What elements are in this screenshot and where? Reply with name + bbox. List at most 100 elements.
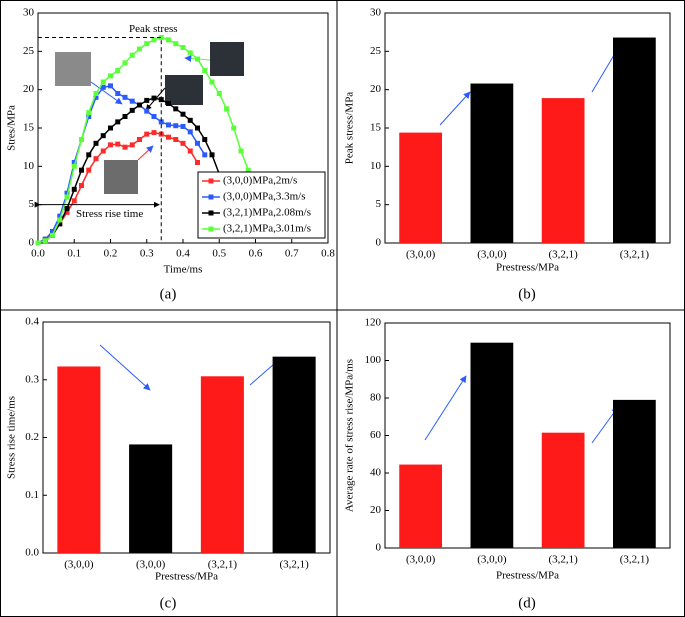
x-tick-label: 0.7 xyxy=(285,248,299,260)
marker xyxy=(166,37,171,43)
marker xyxy=(79,137,84,142)
y-tick-label: 10 xyxy=(23,160,35,172)
x-axis-label: Prestress/MPa xyxy=(496,570,559,582)
y-axis-label: Average rate of stress rise/MPa/ms xyxy=(344,359,356,512)
bar xyxy=(541,432,585,548)
marker xyxy=(137,46,142,52)
x-tick-label: (3,0,0) xyxy=(64,559,94,571)
marker xyxy=(57,221,63,227)
legend-label: (3,2,1)MPa,3.01m/s xyxy=(223,223,311,235)
trend-arrow xyxy=(439,91,471,126)
legend-marker xyxy=(208,178,214,184)
x-tick-label: 0.4 xyxy=(176,248,190,260)
y-tick-label: 20 xyxy=(370,83,382,95)
y-tick-label: 0.0 xyxy=(25,547,39,559)
panel-label: (c) xyxy=(160,595,177,611)
marker xyxy=(144,108,150,114)
x-tick-label: 0.1 xyxy=(67,248,81,260)
marker xyxy=(187,117,193,123)
annotation: Peak stress xyxy=(129,23,178,35)
marker xyxy=(64,209,70,215)
marker xyxy=(100,133,106,139)
x-tick-label: (3,2,1) xyxy=(548,554,578,566)
marker xyxy=(238,148,244,154)
arrow xyxy=(137,145,154,161)
marker xyxy=(71,198,77,204)
x-tick-label: (3,0,0) xyxy=(477,554,507,566)
bar xyxy=(541,98,585,243)
marker xyxy=(195,140,200,146)
marker xyxy=(209,79,215,85)
y-tick-label: 20 xyxy=(23,83,35,95)
marker xyxy=(100,148,106,154)
panel-label: (b) xyxy=(518,286,536,302)
marker xyxy=(231,125,237,131)
x-tick-label: 0.5 xyxy=(212,248,226,260)
marker xyxy=(42,238,48,244)
marker xyxy=(158,35,164,41)
marker xyxy=(64,194,70,200)
y-tick-label: 30 xyxy=(370,7,382,19)
marker xyxy=(144,131,150,137)
marker xyxy=(166,100,171,106)
marker xyxy=(180,123,186,129)
marker xyxy=(187,129,193,135)
marker xyxy=(144,97,150,103)
legend-label: (3,2,1)MPa,2.08m/s xyxy=(223,207,311,219)
x-axis-label: Time/ms xyxy=(164,264,203,276)
marker xyxy=(50,232,55,238)
y-tick-label: 5 xyxy=(376,198,382,210)
y-axis-label: Stress rise time/ms xyxy=(6,396,18,479)
y-tick-label: 0.1 xyxy=(25,489,39,501)
bar xyxy=(470,83,514,244)
marker xyxy=(50,229,55,234)
trend-arrow xyxy=(99,344,151,391)
marker xyxy=(64,206,70,211)
y-tick-label: 0.3 xyxy=(25,373,39,385)
marker xyxy=(122,114,128,119)
y-tick-label: 0 xyxy=(376,237,382,249)
marker xyxy=(180,140,186,146)
y-tick-label: 20 xyxy=(370,504,382,516)
legend-label: (3,0,0)MPa,3.3m/s xyxy=(223,191,306,203)
marker xyxy=(180,45,186,50)
marker xyxy=(173,106,179,112)
marker xyxy=(202,68,208,73)
marker xyxy=(35,240,41,246)
photo xyxy=(55,52,91,86)
y-tick-label: 25 xyxy=(370,45,382,57)
y-tick-label: 5 xyxy=(29,198,35,210)
x-tick-label: 0.3 xyxy=(140,248,154,260)
marker xyxy=(71,160,77,165)
marker xyxy=(129,107,135,113)
panel-label: (a) xyxy=(160,286,177,302)
marker xyxy=(202,137,208,142)
y-tick-label: 10 xyxy=(370,160,382,172)
marker xyxy=(137,102,142,108)
x-tick-label: (3,0,0) xyxy=(406,249,436,261)
marker xyxy=(173,123,179,129)
x-axis-label: Prestress/MPa xyxy=(155,571,218,583)
x-tick-label: (3,2,1) xyxy=(279,559,309,571)
marker xyxy=(187,148,193,154)
marker xyxy=(108,142,113,148)
y-axis-label: Peak stress/MPa xyxy=(344,92,356,165)
x-tick-label: 0.8 xyxy=(321,248,335,260)
marker xyxy=(93,156,99,162)
marker xyxy=(115,119,121,125)
y-tick-label: 0.2 xyxy=(25,431,39,443)
panel-label: (d) xyxy=(518,595,536,611)
photo xyxy=(210,42,244,76)
y-tick-label: 0.4 xyxy=(25,316,39,328)
marker xyxy=(224,106,229,112)
marker xyxy=(129,52,135,58)
marker xyxy=(166,134,171,140)
marker xyxy=(144,41,150,47)
marker xyxy=(71,163,77,169)
marker xyxy=(93,140,99,146)
legend-marker xyxy=(208,226,214,232)
marker xyxy=(122,60,128,66)
marker xyxy=(115,68,121,73)
x-tick-label: 0.2 xyxy=(104,248,118,260)
